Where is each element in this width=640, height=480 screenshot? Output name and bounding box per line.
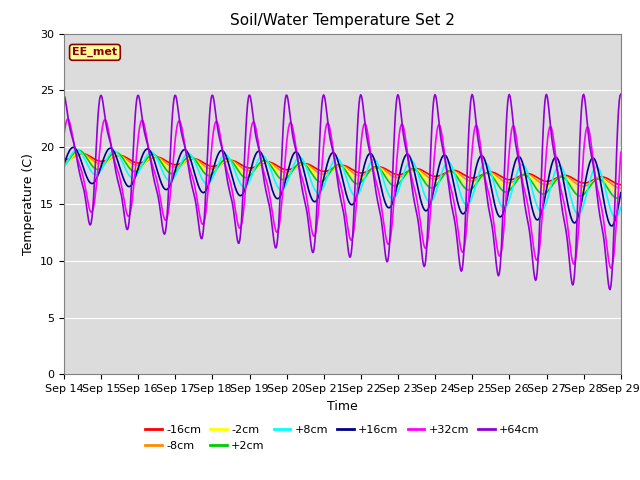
X-axis label: Time: Time [327, 400, 358, 413]
-16cm [617, 182, 625, 188]
Line: +64cm: +64cm [64, 95, 621, 289]
+8cm [617, 204, 625, 210]
+8cm [428, 199, 435, 204]
+32cm [71, 145, 79, 151]
+32cm [214, 122, 222, 128]
-16cm [214, 162, 222, 168]
-2cm [60, 162, 68, 168]
Legend: -16cm, -8cm, -2cm, +2cm, +8cm, +16cm, +32cm, +64cm: -16cm, -8cm, -2cm, +2cm, +8cm, +16cm, +3… [141, 421, 544, 456]
-16cm [185, 157, 193, 163]
+64cm [184, 160, 192, 166]
-8cm [411, 167, 419, 172]
-2cm [411, 166, 419, 172]
+8cm [185, 151, 193, 156]
+16cm [70, 144, 77, 150]
+32cm [428, 201, 435, 206]
+16cm [214, 152, 222, 157]
-2cm [70, 153, 78, 158]
+2cm [185, 154, 193, 159]
Line: -8cm: -8cm [64, 154, 621, 188]
+2cm [214, 164, 222, 170]
+16cm [607, 223, 615, 229]
+64cm [214, 123, 221, 129]
-2cm [128, 165, 136, 170]
+2cm [411, 167, 419, 172]
Line: +32cm: +32cm [64, 119, 621, 268]
+8cm [214, 162, 222, 168]
+32cm [411, 187, 419, 193]
-16cm [128, 158, 136, 164]
+8cm [411, 162, 419, 168]
+8cm [128, 175, 136, 180]
-2cm [614, 190, 622, 195]
Text: EE_met: EE_met [72, 47, 118, 58]
+2cm [128, 168, 136, 174]
+2cm [60, 163, 68, 169]
-8cm [616, 185, 624, 191]
+32cm [64, 116, 72, 122]
+32cm [60, 132, 68, 138]
+64cm [606, 287, 614, 292]
+8cm [70, 148, 78, 154]
Line: +8cm: +8cm [64, 150, 621, 217]
+8cm [612, 214, 620, 220]
+16cm [71, 145, 79, 151]
-8cm [214, 164, 222, 169]
Line: +16cm: +16cm [64, 147, 621, 226]
+16cm [411, 171, 419, 177]
-8cm [70, 154, 78, 159]
-16cm [428, 172, 435, 178]
Line: -16cm: -16cm [64, 154, 621, 185]
-2cm [185, 156, 193, 161]
+16cm [617, 190, 625, 195]
-16cm [60, 157, 68, 163]
-8cm [60, 159, 68, 165]
Line: -2cm: -2cm [64, 153, 621, 192]
-2cm [214, 165, 222, 170]
+16cm [60, 161, 68, 167]
-2cm [76, 150, 83, 156]
+32cm [607, 265, 614, 271]
+64cm [426, 161, 434, 167]
+64cm [617, 92, 625, 97]
+64cm [127, 186, 135, 192]
-16cm [411, 166, 419, 172]
+8cm [74, 147, 81, 153]
-16cm [78, 151, 86, 156]
+16cm [185, 152, 193, 157]
+32cm [617, 149, 625, 155]
+32cm [128, 198, 136, 204]
+8cm [60, 165, 68, 170]
+2cm [617, 194, 625, 200]
+2cm [428, 185, 435, 191]
+64cm [70, 141, 78, 147]
-8cm [128, 161, 136, 167]
-8cm [428, 176, 435, 181]
Y-axis label: Temperature (C): Temperature (C) [22, 153, 35, 255]
Title: Soil/Water Temperature Set 2: Soil/Water Temperature Set 2 [230, 13, 455, 28]
+64cm [410, 197, 418, 203]
+32cm [185, 162, 193, 168]
Line: +2cm: +2cm [64, 150, 621, 198]
-8cm [77, 151, 85, 156]
-16cm [70, 154, 78, 159]
+2cm [613, 195, 621, 201]
+2cm [75, 147, 83, 153]
-2cm [428, 180, 435, 186]
+16cm [428, 198, 435, 204]
+64cm [60, 93, 68, 98]
+2cm [70, 150, 78, 156]
+16cm [128, 181, 136, 187]
-8cm [617, 185, 625, 191]
-8cm [185, 157, 193, 163]
-2cm [617, 189, 625, 195]
